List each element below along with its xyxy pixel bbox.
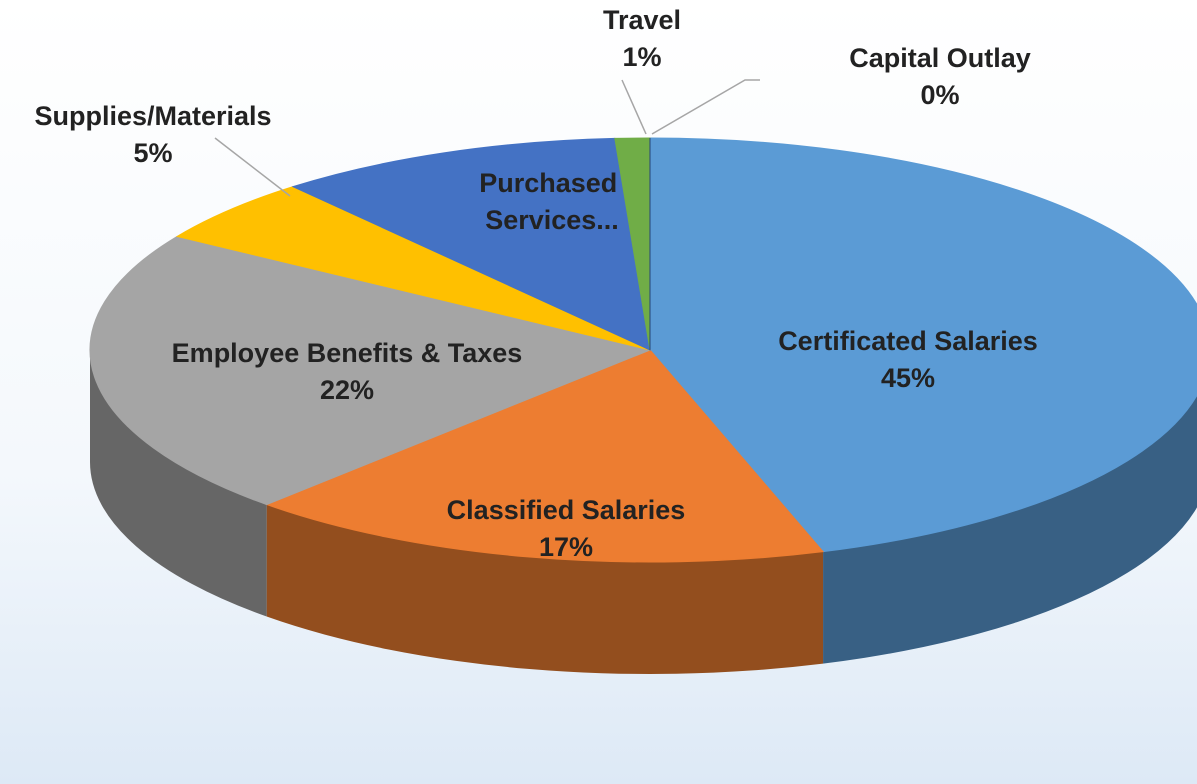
pie-side (90, 350, 267, 617)
pie-tops (89, 137, 1197, 563)
value-label: 1% (622, 42, 661, 72)
category-label: Capital Outlay (849, 43, 1031, 73)
value-label: 0% (920, 80, 959, 110)
category-label: Certificated Salaries (778, 326, 1038, 356)
category-label: Supplies/Materials (34, 101, 271, 131)
category-label: Purchased Services... (479, 168, 625, 235)
pie-slice (291, 137, 651, 351)
leader-line (651, 79, 760, 135)
leader-line (621, 79, 647, 135)
category-label: Classified Salaries (447, 495, 686, 525)
category-label: Employee Benefits & Taxes (172, 338, 523, 368)
pie-slice (175, 186, 651, 351)
value-label: 5% (133, 138, 172, 168)
leader-lines (214, 79, 760, 197)
value-label: 17% (539, 532, 593, 562)
value-label: 45% (881, 363, 935, 393)
pie-side (823, 395, 1197, 664)
labels: Certificated Salaries 45% Classified Salar… (34, 5, 1037, 562)
pie-side (266, 504, 824, 674)
pie-sides (90, 350, 1197, 674)
leader-line (214, 137, 291, 197)
value-label: 22% (320, 375, 374, 405)
pie-slice (89, 235, 652, 506)
pie-slice (265, 349, 825, 563)
pie-slice (649, 137, 1197, 553)
category-label: Travel (603, 5, 681, 35)
